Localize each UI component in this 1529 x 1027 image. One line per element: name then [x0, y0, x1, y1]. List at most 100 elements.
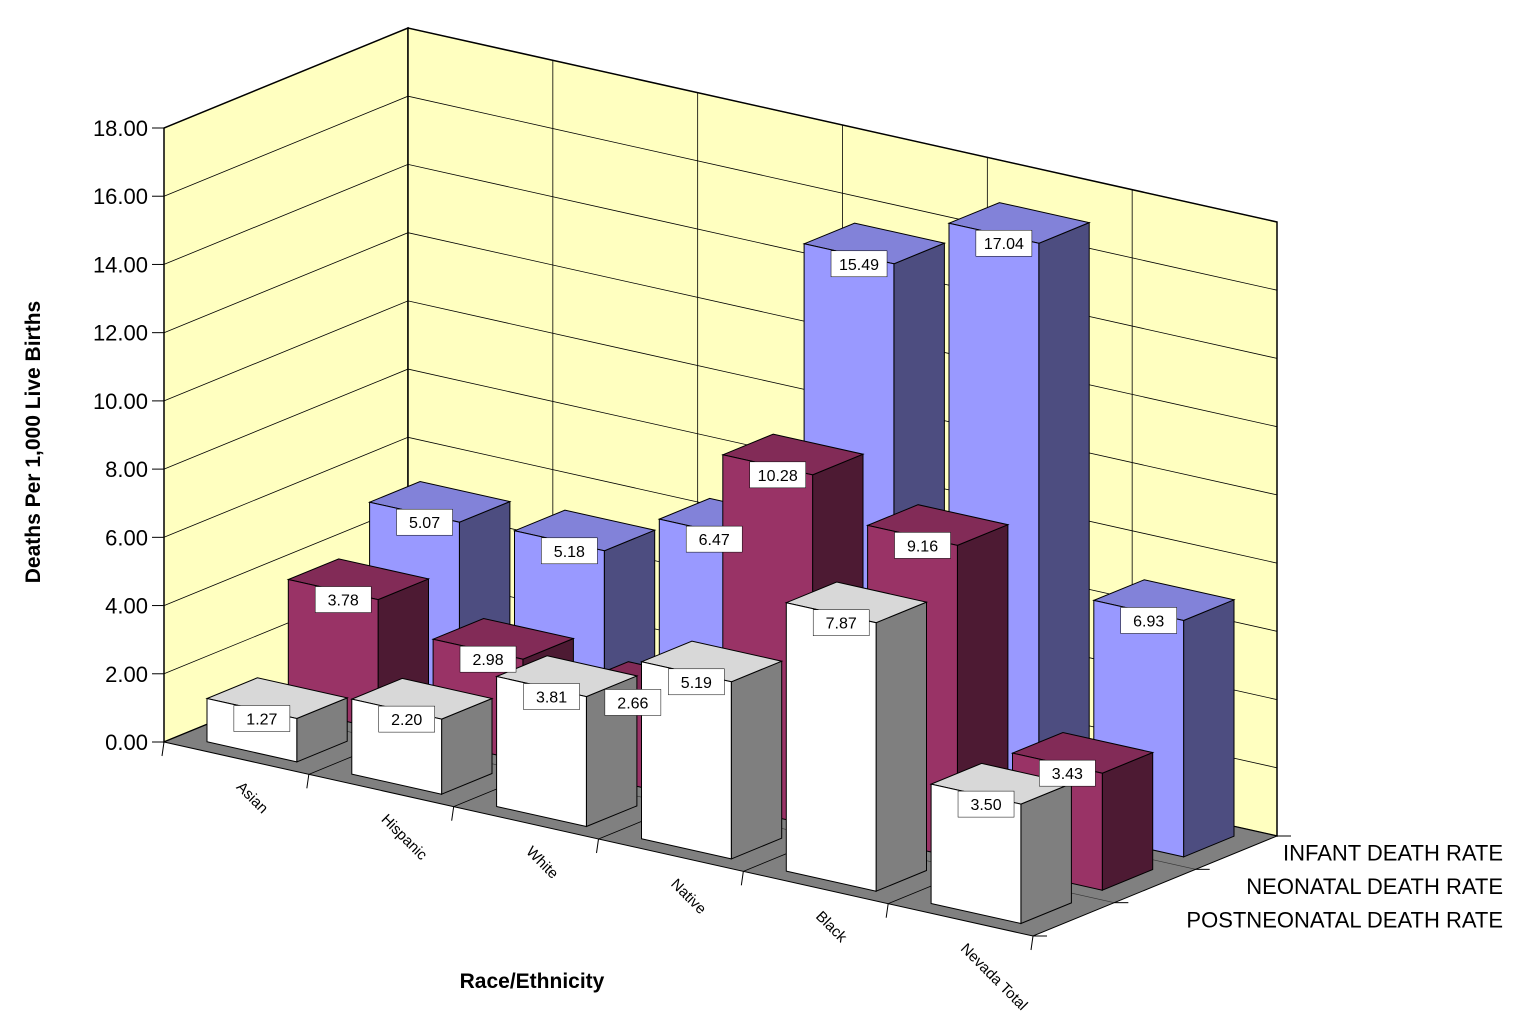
x-tick-1 [306, 774, 310, 789]
data-label-text: 9.16 [907, 538, 938, 555]
series-label-2: POSTNEONATAL DEATH RATE [1186, 907, 1503, 932]
data-label-box [378, 705, 435, 733]
data-label-text: 17.04 [984, 236, 1024, 253]
y-axis-title: Deaths Per 1,000 Live Births [22, 301, 45, 583]
data-label-text: 2.20 [391, 712, 422, 729]
bar-side [1020, 782, 1072, 925]
category-label-0: Asian [233, 779, 272, 818]
bar-side [1183, 599, 1235, 858]
data-label-2-5: 3.50 [957, 790, 1015, 818]
bar-side [875, 601, 927, 892]
bar-side [730, 660, 783, 860]
series-label-1: NEONATAL DEATH RATE [1246, 874, 1503, 899]
x-tick-3 [596, 838, 599, 854]
data-label-box [957, 790, 1015, 818]
y-tick-label: 8.00 [105, 457, 148, 482]
x-tick-4 [740, 871, 744, 886]
y-tick-label: 14.00 [93, 252, 148, 277]
data-label-0-5: 6.93 [1120, 607, 1177, 634]
category-label-1: Hispanic [378, 811, 431, 864]
bar-front [641, 661, 732, 860]
data-label-1-1: 2.98 [459, 645, 517, 673]
data-label-0-3: 15.49 [830, 250, 888, 278]
bar-side [1101, 751, 1154, 891]
bar-postneonatal-death-rate-white [494, 655, 639, 828]
data-label-box [523, 683, 580, 710]
series-label-0: INFANT DEATH RATE [1283, 841, 1503, 866]
data-label-text: 5.19 [681, 675, 712, 692]
data-label-1-4: 9.16 [894, 532, 951, 559]
y-tick-label: 12.00 [93, 321, 148, 346]
bar-postneonatal-death-rate-black [784, 581, 929, 892]
data-label-1-2: 2.66 [604, 689, 662, 716]
data-label-text: 5.07 [409, 515, 440, 532]
data-label-2-3: 5.19 [668, 668, 725, 696]
bars [205, 202, 1236, 925]
data-label-2-4: 7.87 [812, 609, 870, 636]
data-label-1-3: 10.28 [749, 461, 806, 489]
data-label-box [975, 229, 1033, 257]
data-label-box [749, 461, 806, 489]
x-axis-title: Race/Ethnicity [460, 970, 605, 993]
bar-front [785, 602, 877, 892]
data-label-box [233, 705, 291, 732]
data-label-box [668, 668, 725, 696]
data-label-box [459, 645, 517, 673]
data-label-box [1120, 607, 1177, 634]
y-tick-label: 18.00 [93, 116, 148, 141]
x-tick-5 [885, 903, 889, 918]
x-tick-6 [1030, 935, 1034, 951]
data-label-2-2: 3.81 [523, 683, 580, 710]
data-labels: 5.07 5.18 6.47 15.49 17.04 6.93 3.78 2.98 2.66 10… [233, 229, 1177, 818]
data-label-text: 7.87 [826, 616, 857, 633]
data-label-box [604, 689, 662, 716]
data-label-text: 15.49 [839, 257, 879, 274]
bar-front [496, 675, 587, 828]
y-tick-label: 4.00 [105, 594, 148, 619]
data-label-text: 2.66 [617, 695, 648, 712]
y-tick-label: 6.00 [105, 525, 148, 550]
category-label-5: Nevada Total [957, 940, 1031, 1014]
x-tick-2 [451, 806, 455, 821]
data-label-0-1: 5.18 [541, 537, 598, 565]
data-label-2-0: 1.27 [233, 705, 291, 732]
bar-postneonatal-death-rate-hispanic [350, 677, 494, 795]
data-label-1-0: 3.78 [314, 586, 372, 613]
data-label-box [894, 532, 951, 559]
data-label-2-1: 2.20 [378, 705, 435, 733]
bar-postneonatal-death-rate-nevada-total [929, 762, 1074, 925]
data-label-box [812, 609, 870, 636]
data-label-text: 2.98 [472, 652, 503, 669]
data-label-text: 6.47 [699, 532, 730, 549]
bar-front [930, 783, 1022, 925]
category-label-2: White [522, 843, 561, 882]
data-label-box [396, 508, 453, 536]
data-label-text: 3.81 [536, 690, 567, 707]
data-label-text: 10.28 [758, 468, 798, 485]
data-label-text: 1.27 [246, 712, 277, 729]
data-label-text: 5.18 [554, 544, 585, 561]
y-tick-label: 10.00 [93, 389, 148, 414]
data-label-box [830, 250, 888, 278]
data-label-box [685, 525, 743, 553]
y-tick-label: 2.00 [105, 662, 148, 687]
data-label-text: 3.43 [1052, 766, 1083, 783]
category-label-3: Native [667, 876, 709, 918]
y-tick-label: 16.00 [93, 184, 148, 209]
data-label-box [541, 537, 598, 565]
data-label-text: 3.50 [970, 797, 1001, 814]
bar-postneonatal-death-rate-native [639, 640, 784, 860]
data-label-0-0: 5.07 [396, 508, 453, 536]
y-tick-label: 0.00 [105, 730, 148, 755]
data-label-text: 3.78 [328, 593, 359, 610]
data-label-text: 6.93 [1133, 613, 1164, 630]
data-label-0-2: 6.47 [685, 525, 743, 553]
category-label-4: Black [812, 908, 850, 946]
data-label-0-4: 17.04 [975, 229, 1033, 257]
data-label-box [314, 586, 372, 613]
x-tick-0 [161, 741, 165, 757]
data-label-1-5: 3.43 [1039, 759, 1096, 787]
data-label-box [1039, 759, 1096, 787]
